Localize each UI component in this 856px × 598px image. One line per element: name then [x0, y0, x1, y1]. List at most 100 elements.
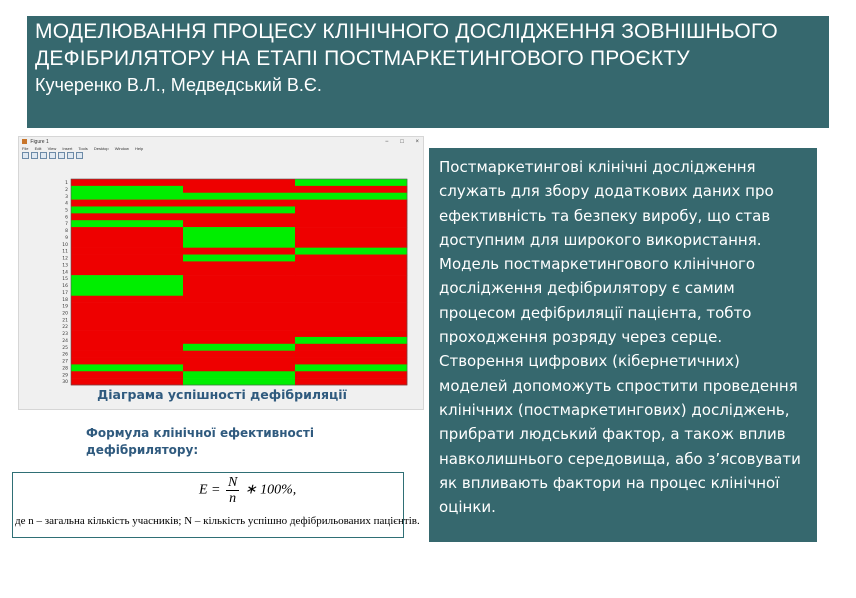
heatmap-cell-r8-c1	[71, 227, 184, 235]
heatmap-cell-r25-c2	[183, 343, 296, 351]
insert-legend-icon[interactable]	[67, 152, 74, 159]
formula-rhs: ∗ 100%,	[244, 482, 297, 498]
heatmap-cell-r20-c2	[183, 309, 296, 317]
menu-view[interactable]: View	[47, 146, 57, 151]
heatmap-cell-r15-c1	[71, 275, 184, 283]
heatmap-cell-r2-c2	[183, 185, 296, 194]
y-tick-label: 24	[62, 338, 68, 344]
heatmap-cell-r19-c1	[71, 302, 184, 310]
menu-help[interactable]: Help	[135, 146, 144, 151]
maximize-button[interactable]: □	[400, 139, 404, 145]
heatmap-cell-r6-c2	[183, 213, 296, 221]
heatmap-cell-r3-c3	[295, 192, 408, 200]
y-tick-label: 18	[62, 297, 68, 303]
print-icon[interactable]	[49, 152, 56, 159]
y-tick-label: 20	[62, 311, 68, 317]
heatmap-cell-r24-c3	[295, 336, 408, 345]
heatmap-cell-r10-c3	[295, 240, 408, 248]
y-tick-label: 3	[65, 194, 68, 200]
heatmap-cell-r23-c1	[71, 330, 184, 338]
y-tick-label: 27	[62, 359, 68, 365]
heatmap-cell-r26-c2	[183, 350, 296, 358]
y-tick-label: 29	[62, 372, 68, 378]
heatmap-cell-r16-c3	[295, 282, 408, 290]
formula-lhs: E =	[199, 482, 221, 498]
y-tick-label: 25	[62, 345, 68, 351]
y-tick-label: 4	[65, 201, 68, 207]
close-button[interactable]: ×	[415, 139, 419, 145]
y-tick-label: 26	[62, 352, 68, 358]
menu-desktop[interactable]: Desktop	[93, 146, 109, 151]
save-icon[interactable]	[40, 152, 47, 159]
new-icon[interactable]	[22, 152, 29, 159]
heatmap-cell-r5-c2	[183, 206, 296, 214]
heatmap-cell-r12-c1	[71, 254, 184, 262]
heatmap-cell-r27-c3	[295, 357, 408, 365]
matlab-figure-icon	[22, 139, 27, 145]
formula-fraction: N n	[226, 475, 240, 506]
heatmap-cell-r21-c1	[71, 316, 184, 324]
heatmap-cell-r18-c1	[71, 295, 184, 303]
description-text: Постмаркетингові клінічні дослідження сл…	[439, 158, 801, 517]
heatmap-cell-r25-c3	[295, 343, 408, 351]
y-tick-label: 28	[62, 365, 68, 371]
y-tick-label: 23	[62, 331, 68, 337]
heatmap-cell-r20-c1	[71, 309, 184, 317]
heatmap-cell-r7-c1	[71, 220, 184, 228]
formula-title: Формула клінічної ефективності дефібриля…	[86, 426, 314, 457]
y-tick-label: 2	[65, 187, 68, 193]
heatmap-cell-r1-c3	[295, 179, 408, 187]
y-tick-label: 9	[65, 235, 68, 241]
heatmap-cell-r1-c1	[71, 179, 184, 187]
insert-colorbar-icon[interactable]	[58, 152, 65, 159]
heatmap-cell-r17-c1	[71, 288, 184, 297]
heatmap-cell-r1-c2	[183, 179, 296, 187]
heatmap-cell-r8-c2	[183, 227, 296, 235]
heatmap-cell-r11-c1	[71, 247, 184, 255]
menu-insert[interactable]: Insert	[62, 146, 73, 151]
y-tick-label: 21	[62, 317, 68, 323]
y-tick-label: 10	[62, 242, 68, 248]
figure-title: Figure 1	[30, 139, 49, 145]
heatmap-cell-r13-c3	[295, 261, 408, 269]
heatmap-cell-r18-c3	[295, 295, 408, 303]
heatmap-cell-r28-c3	[295, 364, 408, 372]
y-tick-label: 30	[62, 379, 68, 385]
y-tick-label: 22	[62, 324, 68, 330]
datacursor-icon[interactable]	[76, 152, 83, 159]
heatmap-cell-r3-c2	[183, 192, 296, 200]
heatmap-cell-r17-c3	[295, 288, 408, 297]
minimize-button[interactable]: −	[385, 139, 389, 145]
menu-window[interactable]: Window	[114, 146, 129, 151]
heatmap-cell-r28-c2	[183, 364, 296, 372]
y-tick-label: 15	[62, 276, 68, 282]
heatmap-cell-r29-c3	[295, 371, 408, 379]
figure-toolbar	[22, 152, 85, 159]
heatmap-cell-r19-c2	[183, 302, 296, 310]
heatmap-cell-r22-c2	[183, 323, 296, 331]
heatmap-cell-r16-c1	[71, 282, 184, 290]
y-tick-label: 14	[62, 269, 68, 275]
open-icon[interactable]	[31, 152, 38, 159]
heatmap-cell-r4-c3	[295, 199, 408, 207]
heatmap-cell-r20-c3	[295, 309, 408, 317]
heatmap-cell-r11-c3	[295, 247, 408, 255]
heatmap-cell-r12-c2	[183, 254, 296, 262]
heatmap-cell-r7-c3	[295, 220, 408, 228]
heatmap-cell-r19-c3	[295, 302, 408, 310]
heatmap-cell-r29-c1	[71, 371, 184, 379]
slide-authors: Кучеренко В.Л., Медведський В.Є.	[35, 75, 322, 95]
y-tick-label: 12	[62, 256, 68, 262]
figure-menubar: File Edit View Insert Tools Desktop Wind…	[22, 146, 148, 151]
figure-titlebar: Figure 1 − □ ×	[19, 137, 423, 147]
menu-tools[interactable]: Tools	[78, 146, 88, 151]
heatmap-cell-r3-c1	[71, 192, 184, 200]
heatmap-cell-r9-c1	[71, 233, 184, 242]
menu-edit[interactable]: Edit	[34, 146, 42, 151]
heatmap-cell-r23-c2	[183, 330, 296, 338]
heatmap-cell-r2-c3	[295, 185, 408, 194]
heatmap-cell-r24-c2	[183, 336, 296, 345]
efficiency-formula: E = N n ∗ 100%,	[199, 475, 296, 506]
heatmap-cell-r5-c1	[71, 206, 184, 214]
menu-file[interactable]: File	[22, 146, 29, 151]
